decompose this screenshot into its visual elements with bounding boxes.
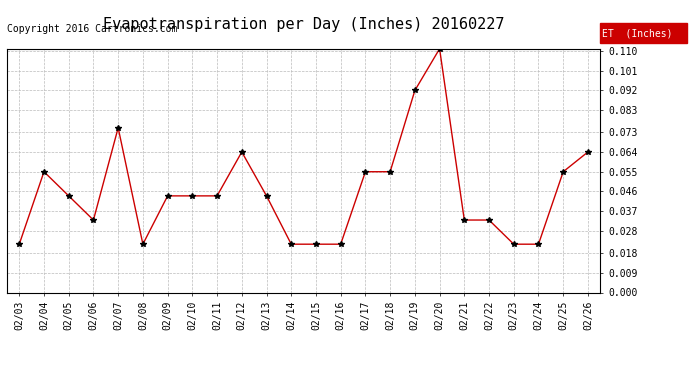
ET  (Inches): [114, 126, 122, 130]
ET  (Inches): [411, 88, 419, 93]
ET  (Inches): [89, 218, 97, 222]
Text: Copyright 2016 Cartronics.com: Copyright 2016 Cartronics.com: [7, 24, 177, 34]
ET  (Inches): [559, 170, 567, 174]
ET  (Inches): [262, 194, 270, 198]
ET  (Inches): [15, 242, 23, 246]
ET  (Inches): [362, 170, 370, 174]
Text: ET  (Inches): ET (Inches): [602, 28, 673, 38]
ET  (Inches): [40, 170, 48, 174]
ET  (Inches): [386, 170, 394, 174]
ET  (Inches): [65, 194, 73, 198]
ET  (Inches): [237, 150, 246, 154]
ET  (Inches): [510, 242, 518, 246]
ET  (Inches): [435, 46, 444, 51]
ET  (Inches): [164, 194, 172, 198]
ET  (Inches): [188, 194, 197, 198]
ET  (Inches): [139, 242, 147, 246]
ET  (Inches): [287, 242, 295, 246]
ET  (Inches): [337, 242, 345, 246]
ET  (Inches): [312, 242, 320, 246]
ET  (Inches): [584, 150, 592, 154]
ET  (Inches): [485, 218, 493, 222]
ET  (Inches): [534, 242, 542, 246]
ET  (Inches): [213, 194, 221, 198]
Line: ET  (Inches): ET (Inches): [17, 46, 591, 247]
Text: Evapotranspiration per Day (Inches) 20160227: Evapotranspiration per Day (Inches) 2016…: [103, 17, 504, 32]
ET  (Inches): [460, 218, 469, 222]
